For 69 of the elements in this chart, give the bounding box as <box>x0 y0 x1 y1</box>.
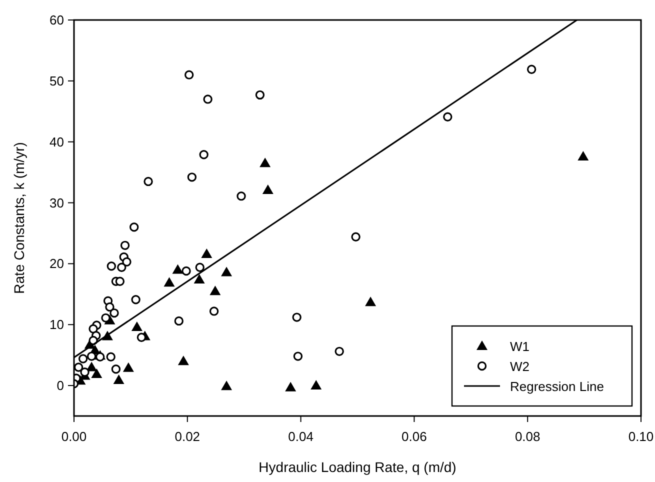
point <box>144 176 153 186</box>
y-tick-label: 10 <box>50 317 64 332</box>
legend-label: Regression Line <box>510 379 604 394</box>
point <box>131 295 140 304</box>
point <box>526 64 536 74</box>
point <box>174 316 184 326</box>
point <box>194 274 205 284</box>
point <box>187 172 197 182</box>
point <box>178 356 189 366</box>
point <box>443 112 452 122</box>
point <box>351 232 360 242</box>
point <box>195 262 204 272</box>
point <box>78 354 88 364</box>
point <box>292 312 302 322</box>
point <box>86 352 96 361</box>
point <box>182 266 191 276</box>
point <box>199 150 208 160</box>
point <box>91 368 102 378</box>
y-tick-label: 30 <box>50 195 64 210</box>
point <box>203 94 212 104</box>
y-tick-label: 50 <box>50 73 64 88</box>
point <box>131 322 142 332</box>
point <box>110 308 119 318</box>
point <box>201 248 212 258</box>
point <box>74 362 84 372</box>
y-tick-label: 20 <box>50 256 64 272</box>
point <box>236 191 246 201</box>
y-tick-label: 0 <box>56 378 64 394</box>
point <box>122 257 132 266</box>
y-tick-label: 60 <box>50 12 64 28</box>
legend-label: W2 <box>510 359 530 374</box>
point <box>365 296 376 306</box>
point <box>113 374 124 384</box>
point <box>184 70 194 80</box>
x-tick-label: 0.00 <box>61 429 87 444</box>
point <box>122 362 134 372</box>
x-tick-label: 0.08 <box>514 429 540 444</box>
x-tick-label: 0.04 <box>288 429 314 444</box>
point <box>117 262 126 272</box>
x-tick-label: 0.06 <box>402 429 427 444</box>
point <box>293 352 303 361</box>
point <box>120 240 130 250</box>
point <box>130 222 139 232</box>
point <box>136 332 146 342</box>
point <box>115 276 125 286</box>
legend-label: W1 <box>510 339 530 354</box>
point <box>221 380 232 390</box>
point <box>262 184 274 194</box>
point <box>255 90 265 100</box>
point <box>172 264 184 274</box>
x-tick-label: 0.02 <box>174 429 200 444</box>
point <box>105 302 114 312</box>
point <box>285 382 296 392</box>
point <box>164 277 175 287</box>
x-tick-label: 0.10 <box>628 429 654 444</box>
point <box>210 286 221 296</box>
point <box>310 380 322 390</box>
y-tick-label: 40 <box>50 134 64 150</box>
point <box>111 364 121 374</box>
point <box>334 346 344 356</box>
point <box>221 266 232 276</box>
x-axis-title: Hydraulic Loading Rate, q (m/d) <box>258 459 456 475</box>
point <box>106 262 116 271</box>
point <box>578 150 589 160</box>
point <box>260 158 271 168</box>
y-axis-title: Rate Constants, k (m/yr) <box>11 142 27 294</box>
point <box>209 306 219 316</box>
point <box>106 352 116 362</box>
point <box>101 313 110 323</box>
